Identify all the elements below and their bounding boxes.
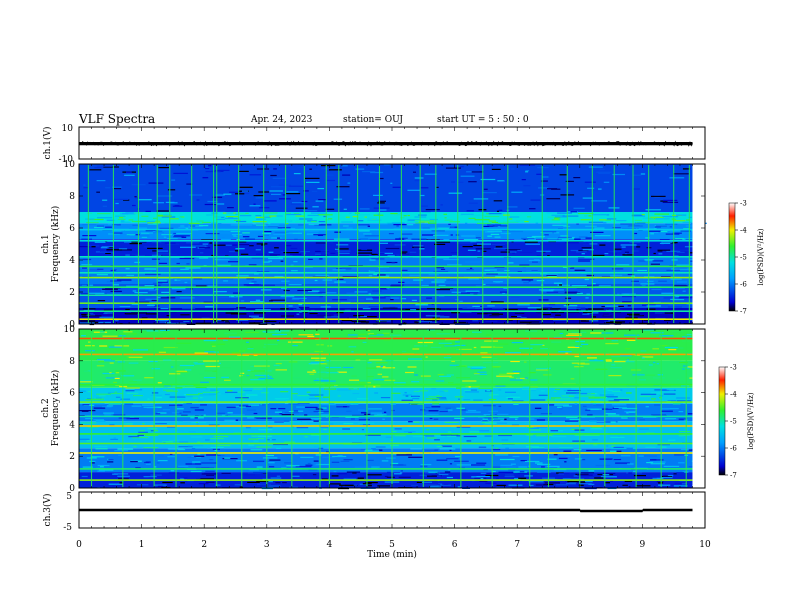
- freq-tick-label: 0: [69, 320, 75, 330]
- ch1-colorbar-label: log(PSD)(V²/Hz): [757, 228, 765, 285]
- narrowband-line: [79, 442, 693, 445]
- narrowband-line: [79, 452, 693, 454]
- ch2-spectrogram-plot: [79, 329, 705, 490]
- psd-band: [79, 164, 705, 212]
- narrowband-line: [79, 383, 693, 386]
- colorbar-tick-label: -3: [730, 364, 737, 372]
- narrowband-line: [79, 228, 693, 231]
- narrowband-line: [79, 401, 693, 403]
- narrowband-line: [79, 318, 693, 320]
- narrowband-line: [79, 468, 693, 470]
- x-axis-label: Time (min): [367, 549, 417, 560]
- ch2-colorbar: [718, 366, 726, 476]
- freq-tick-label: 4: [69, 420, 75, 430]
- freq-tick-label: 0: [69, 484, 75, 494]
- time-tick-label: 9: [640, 540, 646, 550]
- ch2-spec-ylabel: ch.2: [41, 398, 51, 417]
- colorbar-tick-label: -5: [740, 254, 747, 262]
- narrowband-line: [79, 479, 693, 481]
- time-tick-label: 8: [577, 540, 583, 550]
- narrowband-line: [79, 310, 693, 312]
- ch1-waveform-panel: 10 -10 ch.1(V): [42, 124, 706, 165]
- colorbar-tick-label: -7: [740, 308, 747, 316]
- narrowband-line: [79, 353, 693, 356]
- narrowband-line: [79, 276, 693, 279]
- freq-tick-label: 10: [64, 160, 76, 170]
- time-tick-label: 4: [327, 540, 333, 550]
- freq-tick-label: 4: [69, 256, 75, 266]
- freq-tick-label: 6: [69, 389, 75, 399]
- time-tick-label: 7: [514, 540, 520, 550]
- psd-band: [79, 212, 705, 224]
- time-tick-label: 2: [201, 540, 207, 550]
- colorbar-tick-label: -6: [730, 445, 737, 453]
- ch2-spec-ylabel-freq: Frequency (kHz): [50, 370, 61, 447]
- ch1-ytick-bottom: -10: [59, 155, 74, 165]
- waveform-trace: [78, 140, 693, 147]
- freq-tick-label: 2: [69, 288, 75, 298]
- colorbar-tick-label: -6: [740, 281, 747, 289]
- station-label: station= OUJ: [343, 115, 403, 125]
- narrowband-line: [79, 272, 693, 274]
- ch1-spectrogram-plot: [79, 164, 707, 326]
- time-tick-label: 0: [76, 540, 82, 550]
- time-tick-label: 6: [452, 540, 458, 550]
- figure-title: VLF Spectra: [78, 112, 155, 126]
- narrowband-line: [79, 240, 693, 242]
- narrowband-line: [79, 265, 693, 268]
- colorbar-tick-label: -3: [740, 200, 747, 208]
- narrowband-line: [79, 337, 693, 340]
- ch1-spec-ylabel-freq: Frequency (kHz): [50, 206, 61, 283]
- freq-tick-label: 2: [69, 452, 75, 462]
- narrowband-line: [79, 433, 693, 435]
- colorbar-tick-label: -4: [740, 227, 747, 235]
- narrowband-line: [79, 302, 693, 304]
- time-tick-label: 10: [699, 540, 711, 550]
- psd-band: [79, 223, 705, 240]
- freq-tick-label: 6: [69, 224, 75, 234]
- narrowband-line: [79, 415, 693, 418]
- time-tick-label: 1: [139, 540, 145, 550]
- ch1-spec-ylabel: ch.1: [41, 234, 51, 253]
- ch3-waveform-panel: 5 -5 ch.3(V) 0 1 2 3 4 5 6 7 8 9 10 Time (min): [42, 491, 711, 560]
- ch3-ytick-bottom: -5: [63, 523, 72, 533]
- ch1-colorbar: [728, 202, 736, 312]
- ch2-colorbar-label: log(PSD)(V²/Hz): [747, 392, 755, 449]
- colorbar-tick-label: -4: [730, 391, 737, 399]
- ch3-ylabel: ch.3(V): [42, 494, 53, 527]
- ch1-ytick-top: 10: [62, 124, 74, 134]
- freq-tick-label: 10: [64, 325, 76, 335]
- waveform-envelope: [79, 508, 693, 513]
- narrowband-line: [79, 286, 693, 288]
- date-label: Apr. 24, 2023: [250, 115, 313, 125]
- time-tick-label: 3: [264, 540, 270, 550]
- ch1-waveform-plot: [78, 127, 706, 159]
- colorbar-tick-label: -5: [730, 418, 737, 426]
- narrowband-line: [79, 256, 693, 258]
- colorbar-tick-label: -7: [730, 472, 737, 480]
- ch3-waveform-plot: [78, 492, 706, 528]
- freq-tick-label: 8: [69, 192, 75, 202]
- freq-tick-label: 8: [69, 357, 75, 367]
- narrowband-line: [79, 294, 693, 296]
- start-time-label: start UT = 5 : 50 : 0: [437, 115, 529, 125]
- ch1-ylabel: ch.1(V): [42, 127, 53, 160]
- time-tick-label: 5: [389, 540, 395, 550]
- ch3-ytick-top: 5: [66, 492, 72, 502]
- narrowband-line: [79, 425, 693, 427]
